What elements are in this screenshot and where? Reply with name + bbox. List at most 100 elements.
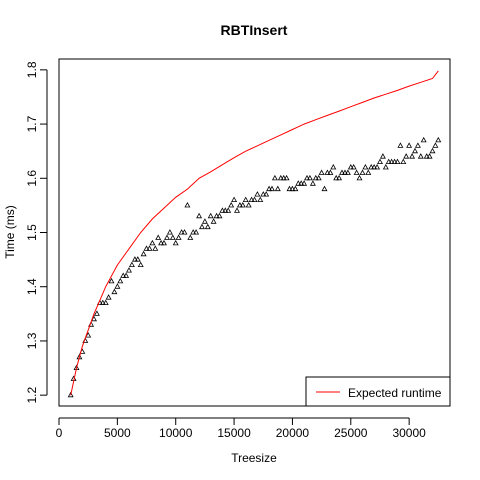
y-tick-label: 1.7 <box>25 115 39 132</box>
data-point <box>257 196 264 203</box>
data-point <box>102 299 109 306</box>
data-point <box>193 229 200 235</box>
legend-label-expected-runtime: Expected runtime <box>348 386 442 400</box>
data-point <box>391 158 398 165</box>
data-point <box>213 212 220 219</box>
data-point <box>271 174 278 181</box>
data-point <box>158 239 165 246</box>
data-point <box>342 169 348 175</box>
data-point <box>108 277 115 284</box>
data-point <box>114 283 121 289</box>
data-point <box>353 169 360 175</box>
data-point <box>178 229 185 235</box>
data-point <box>377 158 383 165</box>
legend: Expected runtime <box>305 376 451 407</box>
data-point <box>423 153 430 159</box>
data-point <box>201 218 208 224</box>
data-point <box>239 201 246 208</box>
data-point <box>91 315 97 322</box>
data-point <box>344 169 351 175</box>
data-point <box>339 169 345 175</box>
data-point <box>120 272 127 278</box>
data-point <box>207 212 214 219</box>
data-point <box>251 196 258 203</box>
data-point <box>397 142 404 148</box>
data-point <box>196 212 203 219</box>
data-point <box>152 245 159 251</box>
data-point <box>420 136 427 143</box>
data-point <box>190 229 197 235</box>
data-point <box>166 229 173 235</box>
data-point <box>283 174 290 181</box>
data-point <box>382 163 389 170</box>
data-point <box>414 142 421 148</box>
data-point <box>172 239 179 246</box>
data-point <box>429 147 436 154</box>
data-point <box>181 229 188 235</box>
data-point <box>280 174 287 181</box>
data-point <box>417 153 424 159</box>
x-axis: 0 5000 10000 15000 20000 25000 30000 <box>56 417 426 440</box>
data-point <box>161 239 167 246</box>
x-tick-label: 0 <box>56 426 63 440</box>
data-point <box>199 223 205 230</box>
data-point <box>85 332 92 338</box>
data-point <box>155 234 162 240</box>
data-point <box>228 201 235 208</box>
data-point <box>289 185 296 192</box>
data-point <box>219 207 226 213</box>
data-point <box>409 153 416 159</box>
data-point <box>123 272 130 278</box>
data-point <box>277 174 284 181</box>
data-point <box>175 234 182 240</box>
data-point <box>222 207 229 213</box>
data-point <box>204 223 211 230</box>
data-point <box>149 239 156 246</box>
data-point <box>350 163 357 170</box>
data-point <box>128 261 135 268</box>
data-point <box>330 163 337 170</box>
data-point <box>406 142 413 148</box>
x-tick-label: 5000 <box>104 426 131 440</box>
y-tick-label: 1.8 <box>25 61 39 78</box>
data-point <box>306 174 313 181</box>
data-point <box>131 256 138 262</box>
data-point <box>184 201 191 208</box>
data-point <box>298 180 305 186</box>
data-point <box>336 174 343 181</box>
data-point <box>169 234 176 240</box>
data-point <box>318 169 325 175</box>
data-point <box>403 153 410 159</box>
data-point <box>292 185 299 192</box>
data-point <box>254 191 261 197</box>
data-point <box>269 185 275 192</box>
data-point <box>327 169 334 175</box>
data-point <box>146 245 153 251</box>
x-tick-label: 25000 <box>334 426 368 440</box>
data-point <box>435 136 442 143</box>
data-point <box>140 250 147 257</box>
plot-frame <box>58 58 451 407</box>
plot-series <box>67 70 442 398</box>
data-point <box>309 180 316 186</box>
y-axis-label: Time (ms) <box>3 205 17 259</box>
data-point <box>321 185 328 192</box>
y-tick-label: 1.6 <box>25 170 39 187</box>
data-point <box>274 185 281 192</box>
y-tick-label: 1.3 <box>25 332 39 349</box>
data-point <box>99 299 106 306</box>
data-point <box>356 174 363 181</box>
y-tick-label: 1.5 <box>25 224 39 241</box>
x-tick-label: 15000 <box>217 426 251 440</box>
data-point <box>379 153 386 159</box>
data-point <box>126 267 132 273</box>
data-point <box>117 277 124 284</box>
data-point <box>365 169 372 175</box>
data-point <box>263 191 270 197</box>
data-point <box>315 174 322 181</box>
data-point <box>324 169 331 175</box>
data-point <box>260 191 267 197</box>
data-point <box>134 256 141 262</box>
data-point <box>426 153 433 159</box>
